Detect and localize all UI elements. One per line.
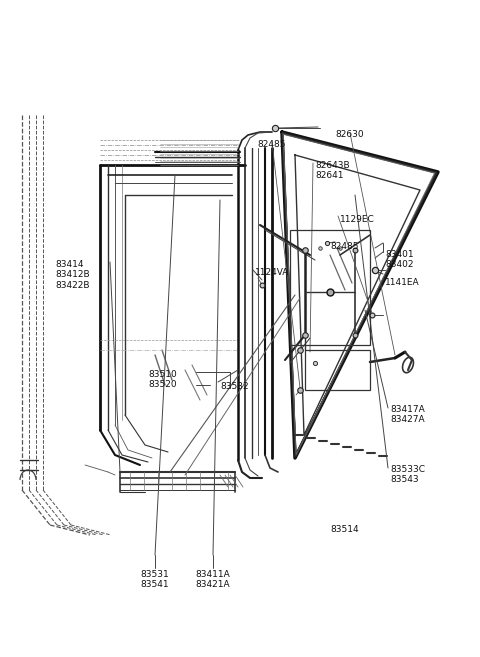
Text: 1124VA: 1124VA bbox=[255, 268, 289, 277]
Text: 83514: 83514 bbox=[330, 525, 359, 534]
Text: 83417A
83427A: 83417A 83427A bbox=[390, 405, 425, 424]
Text: 83531
83541: 83531 83541 bbox=[141, 570, 169, 589]
Text: 82485: 82485 bbox=[330, 242, 359, 251]
Text: 83532: 83532 bbox=[220, 382, 249, 391]
Text: 83510
83520: 83510 83520 bbox=[148, 370, 177, 390]
Bar bbox=[290, 230, 370, 345]
Text: 83401
83402: 83401 83402 bbox=[385, 250, 414, 269]
Text: 82630: 82630 bbox=[336, 130, 364, 139]
Bar bbox=[305, 350, 370, 390]
Text: 1129EC: 1129EC bbox=[340, 215, 375, 224]
Text: 82643B
82641: 82643B 82641 bbox=[315, 161, 349, 181]
Text: 1141EA: 1141EA bbox=[385, 278, 420, 287]
Text: 83411A
83421A: 83411A 83421A bbox=[196, 570, 230, 589]
Text: 82485: 82485 bbox=[258, 140, 286, 149]
Text: 83414
83412B
83422B: 83414 83412B 83422B bbox=[55, 260, 90, 290]
Text: 83533C
83543: 83533C 83543 bbox=[390, 465, 425, 484]
